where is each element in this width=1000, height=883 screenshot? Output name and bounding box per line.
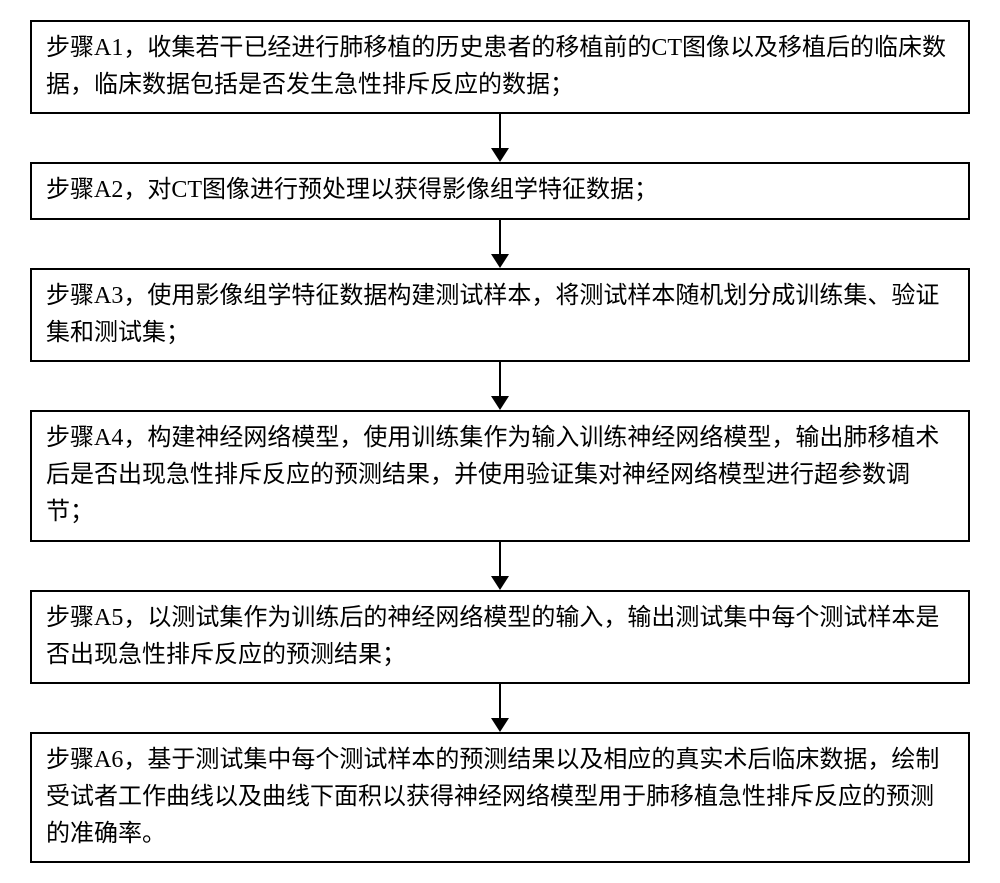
step-box-a5: 步骤A5，以测试集作为训练后的神经网络模型的输入，输出测试集中每个测试样本是否出… <box>30 590 970 684</box>
step-box-a6: 步骤A6，基于测试集中每个测试样本的预测结果以及相应的真实术后临床数据，绘制受试… <box>30 732 970 864</box>
step-box-a2: 步骤A2，对CT图像进行预处理以获得影像组学特征数据； <box>30 162 970 219</box>
step-text: 步骤A6，基于测试集中每个测试样本的预测结果以及相应的真实术后临床数据，绘制受试… <box>46 747 939 847</box>
flow-arrow <box>491 220 509 268</box>
step-text: 步骤A1，收集若干已经进行肺移植的历史患者的移植前的CT图像以及移植后的临床数据… <box>46 35 946 98</box>
flowchart-container: 步骤A1，收集若干已经进行肺移植的历史患者的移植前的CT图像以及移植后的临床数据… <box>30 20 970 863</box>
step-text: 步骤A2，对CT图像进行预处理以获得影像组学特征数据； <box>46 177 658 203</box>
step-box-a1: 步骤A1，收集若干已经进行肺移植的历史患者的移植前的CT图像以及移植后的临床数据… <box>30 20 970 114</box>
step-box-a4: 步骤A4，构建神经网络模型，使用训练集作为输入训练神经网络模型，输出肺移植术后是… <box>30 410 970 542</box>
flow-arrow <box>491 114 509 162</box>
step-box-a3: 步骤A3，使用影像组学特征数据构建测试样本，将测试样本随机划分成训练集、验证集和… <box>30 268 970 362</box>
step-text: 步骤A4，构建神经网络模型，使用训练集作为输入训练神经网络模型，输出肺移植术后是… <box>46 425 939 525</box>
step-text: 步骤A5，以测试集作为训练后的神经网络模型的输入，输出测试集中每个测试样本是否出… <box>46 605 939 668</box>
step-text: 步骤A3，使用影像组学特征数据构建测试样本，将测试样本随机划分成训练集、验证集和… <box>46 283 939 346</box>
flow-arrow <box>491 362 509 410</box>
flow-arrow <box>491 684 509 732</box>
flow-arrow <box>491 542 509 590</box>
